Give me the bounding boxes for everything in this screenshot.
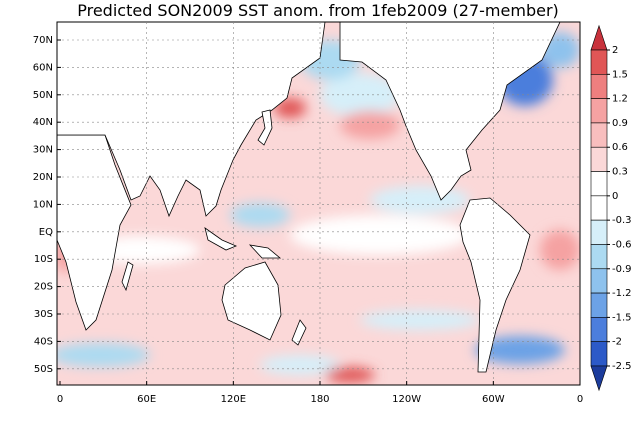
colorbar-segment	[590, 98, 608, 124]
colorbar-label: -0.3	[612, 215, 632, 226]
new-guinea	[248, 244, 282, 259]
lat-label: 40S	[34, 336, 53, 347]
lon-label: 180	[310, 394, 329, 405]
map-field	[57, 22, 580, 385]
lat-label: 70N	[33, 35, 53, 46]
south-america	[459, 197, 531, 373]
lat-label: 30N	[33, 145, 53, 156]
madagascar	[121, 261, 134, 292]
lon-label: 60E	[137, 394, 156, 405]
japan	[257, 109, 273, 146]
lat-label: 10S	[34, 254, 53, 265]
africa	[57, 134, 132, 331]
lon-label: 0	[57, 394, 63, 405]
lat-label: 10N	[33, 199, 53, 210]
colorbar-label: 0	[612, 191, 618, 202]
colorbar-label: -0.6	[612, 239, 632, 250]
colorbar-top-arrow	[590, 24, 608, 51]
lat-label: 20N	[33, 172, 53, 183]
colorbar-label: 0.6	[612, 142, 628, 153]
lat-label: 50N	[33, 90, 53, 101]
colorbar-segment	[590, 268, 608, 294]
colorbar-label: 0.3	[612, 167, 628, 178]
new-zealand	[291, 319, 307, 346]
lat-label: 30S	[34, 309, 53, 320]
australia	[221, 261, 282, 341]
colorbar-label: -1.2	[612, 288, 632, 299]
colorbar-segment	[590, 292, 608, 318]
colorbar-segment	[590, 341, 608, 367]
map-title: Predicted SON2009 SST anom. from 1feb200…	[77, 1, 559, 20]
map-frame	[56, 21, 581, 386]
lat-label: 20S	[34, 282, 53, 293]
colorbar-label: -1.5	[612, 312, 632, 323]
lat-label: 50S	[34, 364, 53, 375]
lat-label: 40N	[33, 117, 53, 128]
colorbar-segment	[590, 122, 608, 148]
colorbar-label: 2	[612, 45, 618, 56]
colorbar-label: 1.2	[612, 94, 628, 105]
colorbar-segment	[590, 195, 608, 221]
graticule	[57, 22, 581, 385]
lon-label: 0	[577, 394, 583, 405]
colorbar-bottom-arrow	[590, 365, 608, 392]
colorbar-segment	[590, 244, 608, 270]
continents	[57, 22, 561, 373]
colorbar-label: -0.9	[612, 264, 632, 275]
colorbar-segment	[590, 317, 608, 342]
lat-label: EQ	[39, 227, 53, 238]
lon-label: 60W	[482, 394, 505, 405]
colorbar-segment	[590, 219, 608, 245]
lon-label: 120E	[221, 394, 246, 405]
colorbar: 2 1.5 1.2 0.9 0.6 0.3 0 -0.3 -0.6 -0.9 -1.2 -1.5 -2 -…	[590, 24, 632, 392]
colorbar-segment	[590, 74, 608, 99]
lon-label: 120W	[392, 394, 421, 405]
lat-label: 60N	[33, 62, 53, 73]
colorbar-label: 1.5	[612, 69, 628, 80]
colorbar-segment	[590, 146, 608, 172]
colorbar-segment	[590, 49, 608, 75]
colorbar-label: -2	[612, 337, 622, 348]
colorbar-label: 0.9	[612, 118, 628, 129]
colorbar-segment	[590, 171, 608, 197]
colorbar-label: -2.5	[612, 361, 632, 372]
indonesia	[204, 227, 238, 251]
north-america	[339, 22, 561, 201]
